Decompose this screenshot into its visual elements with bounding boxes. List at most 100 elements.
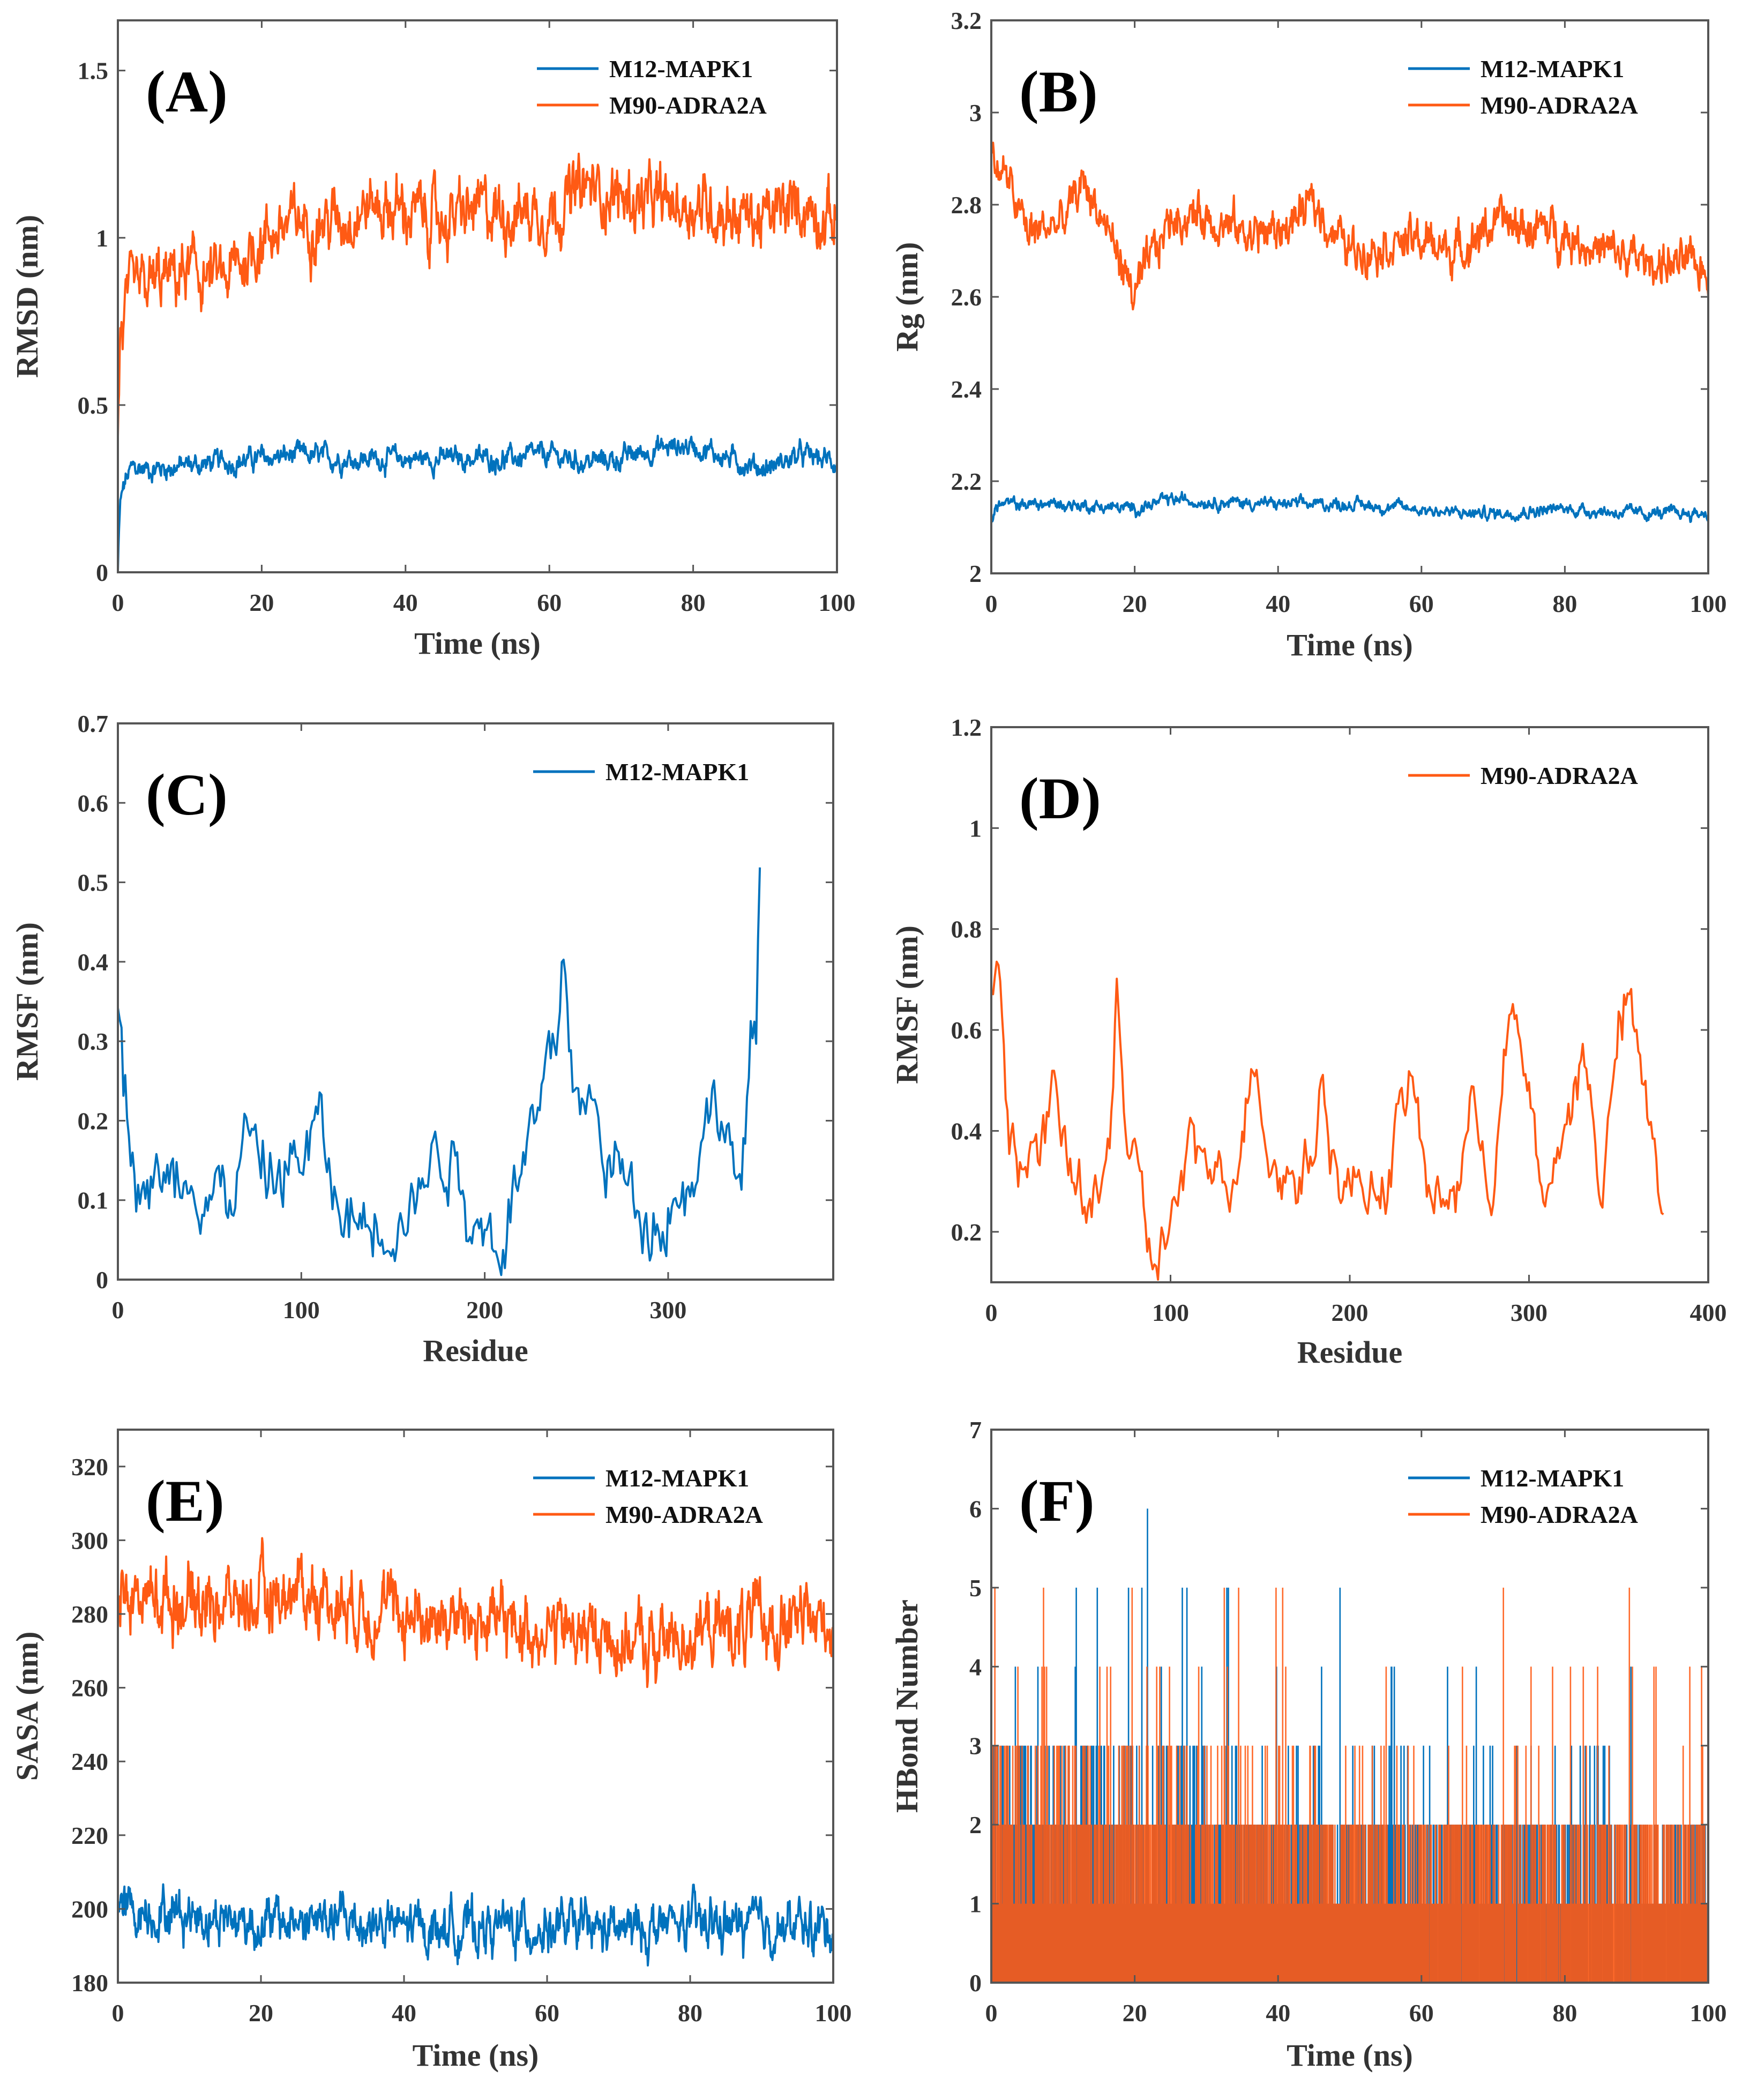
y-tick-label: 240: [71, 1748, 108, 1775]
y-tick-label: 0.7: [78, 710, 109, 737]
y-tick-label: 3: [969, 99, 982, 126]
y-tick-label: 7: [969, 1416, 982, 1444]
series-line-m90-adra2a: [991, 960, 1664, 1281]
y-tick-label: 0.8: [951, 916, 982, 943]
legend-label: M90-ADRA2A: [609, 92, 767, 119]
panel-label: (C): [146, 762, 228, 827]
x-tick-label: 0: [112, 589, 124, 616]
x-axis-label: Time (ns): [414, 626, 541, 661]
x-tick-label: 0: [985, 1999, 998, 2027]
x-tick-label: 0: [985, 1299, 998, 1326]
x-tick-label: 60: [535, 1999, 559, 2027]
x-tick-label: 0: [112, 1296, 124, 1324]
series-line-m12-mapk1: [118, 435, 837, 572]
y-tick-label: 0.5: [78, 392, 109, 419]
axes-box: [117, 1429, 834, 1984]
x-tick-label: 0: [985, 590, 998, 617]
x-tick-label: 20: [1123, 590, 1147, 617]
series-line-m90-adra2a: [118, 1537, 833, 1688]
series-line-m12-mapk1: [118, 867, 761, 1276]
x-tick-label: 40: [392, 1999, 416, 2027]
plot-area: [118, 152, 837, 572]
legend-label: M12-MAPK1: [1481, 1464, 1624, 1492]
legend-label: M90-ADRA2A: [1481, 762, 1638, 789]
x-tick-label: 300: [649, 1296, 686, 1324]
panel-label: (A): [146, 59, 228, 124]
y-tick-label: 0.4: [951, 1117, 982, 1145]
legend-label: M90-ADRA2A: [1481, 92, 1638, 119]
x-tick-label: 20: [249, 589, 274, 616]
y-tick-label: 3.2: [951, 7, 982, 34]
series-line-m12-mapk1: [991, 491, 1708, 523]
x-tick-label: 300: [1511, 1299, 1547, 1326]
x-tick-label: 20: [1123, 1999, 1147, 2027]
x-tick-label: 60: [1409, 590, 1434, 617]
x-tick-label: 100: [1690, 590, 1727, 617]
plot-area: [118, 867, 761, 1276]
y-tick-label: 2: [969, 1811, 982, 1839]
plot-area: [991, 141, 1708, 523]
y-tick-label: 220: [71, 1822, 108, 1849]
series-line-m12-mapk1: [118, 1883, 833, 1967]
y-tick-label: 0: [96, 559, 108, 586]
y-tick-label: 180: [71, 1969, 108, 1997]
x-tick-label: 40: [1266, 590, 1290, 617]
y-tick-label: 0.4: [78, 948, 109, 976]
y-tick-label: 0.1: [78, 1187, 109, 1214]
legend-label: M12-MAPK1: [605, 758, 749, 786]
y-tick-label: 300: [71, 1527, 108, 1554]
panel-label: (D): [1019, 766, 1101, 831]
y-tick-label: 0.6: [78, 789, 109, 817]
y-tick-label: 0.2: [951, 1219, 982, 1246]
y-tick-label: 2.8: [951, 191, 982, 219]
y-tick-label: 2.2: [951, 468, 982, 495]
y-tick-label: 320: [71, 1453, 108, 1481]
panel-label: (E): [146, 1468, 225, 1534]
axes-box: [117, 19, 838, 573]
x-tick-label: 60: [1409, 1999, 1434, 2027]
y-tick-label: 2.6: [951, 283, 982, 311]
y-axis-label: RMSF (nm): [889, 925, 924, 1084]
y-tick-label: 1.2: [951, 714, 982, 741]
y-tick-label: 6: [969, 1495, 982, 1522]
x-tick-label: 100: [1690, 1999, 1727, 2027]
chart-panel-c: 0 100 200 300 0 0.1 0.2 0.3 0.4 0.5 0.6 0.7 Residue R…: [10, 710, 834, 1368]
x-tick-label: 0: [112, 1999, 124, 2027]
y-tick-label: 5: [969, 1574, 982, 1602]
chart-panel-f: 0 20 40 60 80 100 0 1 2 3 4 5 6 7 Time (ns) HBond Numbe…: [889, 1416, 1727, 2073]
x-tick-label: 200: [466, 1296, 503, 1324]
y-tick-label: 0.6: [951, 1017, 982, 1044]
y-tick-label: 0: [969, 1969, 982, 1997]
plot-area: [118, 1537, 833, 1967]
x-tick-label: 80: [1552, 590, 1577, 617]
y-axis-label: RMSD (nm): [10, 215, 44, 378]
x-axis-label: Residue: [423, 1333, 528, 1368]
x-tick-label: 80: [678, 1999, 702, 2027]
x-tick-label: 100: [1152, 1299, 1189, 1326]
y-tick-label: 0.2: [78, 1107, 109, 1134]
x-axis-label: Residue: [1297, 1335, 1403, 1370]
y-tick-label: 200: [71, 1895, 108, 1923]
y-axis-label: HBond Number: [889, 1600, 924, 1813]
x-tick-label: 40: [1266, 1999, 1290, 2027]
legend-label: M12-MAPK1: [1481, 55, 1624, 83]
y-axis-label: Rg (nm): [889, 242, 924, 352]
x-tick-label: 80: [1552, 1999, 1577, 2027]
y-tick-label: 260: [71, 1675, 108, 1702]
legend-label: M90-ADRA2A: [1481, 1501, 1638, 1528]
x-tick-label: 400: [1690, 1299, 1727, 1326]
x-tick-label: 60: [537, 589, 562, 616]
chart-panel-d: 0 100 200 300 400 0.2 0.4 0.6 0.8 1 1.2 Residue RMSF…: [889, 714, 1727, 1370]
chart-panel-e: 0 20 40 60 80 100 180 200 220 240 260 280 300 320 Time…: [10, 1429, 852, 2073]
panel-label: (B): [1019, 59, 1098, 124]
y-tick-label: 0: [96, 1266, 108, 1294]
legend-label: M12-MAPK1: [609, 55, 753, 83]
x-axis-label: Time (ns): [413, 2038, 539, 2073]
y-tick-label: 1: [969, 814, 982, 842]
y-tick-label: 280: [71, 1601, 108, 1628]
y-tick-label: 1.5: [78, 57, 109, 85]
series-line-m90-adra2a: [991, 1587, 1708, 1983]
series-line-m90-adra2a: [118, 152, 837, 437]
x-tick-label: 200: [1332, 1299, 1369, 1326]
